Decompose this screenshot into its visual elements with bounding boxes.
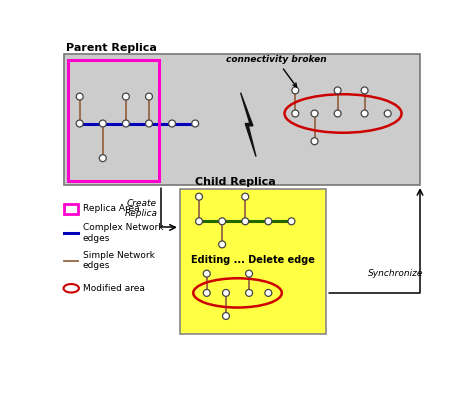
Text: Editing ... Delete edge: Editing ... Delete edge [191, 255, 315, 265]
Circle shape [222, 312, 229, 320]
Circle shape [76, 93, 83, 100]
Bar [180, 189, 326, 334]
Text: Complex Network
edges: Complex Network edges [83, 223, 163, 243]
Circle shape [191, 120, 199, 127]
Circle shape [334, 110, 341, 117]
Bar [64, 54, 420, 185]
Circle shape [242, 193, 249, 200]
Circle shape [203, 290, 210, 296]
Circle shape [169, 120, 175, 127]
Circle shape [361, 110, 368, 117]
Text: Synchronize: Synchronize [368, 268, 424, 277]
Text: Parent Replica: Parent Replica [66, 43, 157, 53]
Circle shape [76, 120, 83, 127]
Circle shape [246, 290, 253, 296]
Polygon shape [241, 93, 256, 157]
Text: Simple Network
edges: Simple Network edges [83, 251, 155, 270]
Text: Child Replica: Child Replica [195, 177, 276, 187]
Circle shape [292, 87, 299, 94]
Text: Create
Replica: Create Replica [125, 199, 158, 218]
Circle shape [265, 218, 272, 225]
Circle shape [146, 120, 153, 127]
Circle shape [288, 218, 295, 225]
Circle shape [361, 87, 368, 94]
Circle shape [292, 110, 299, 117]
Text: Replica Area: Replica Area [83, 204, 139, 214]
Circle shape [311, 110, 318, 117]
Bar [64, 204, 78, 214]
Circle shape [222, 290, 229, 296]
Circle shape [196, 218, 202, 225]
Circle shape [203, 270, 210, 277]
Circle shape [146, 93, 153, 100]
Text: Modified area: Modified area [83, 284, 145, 293]
Circle shape [122, 120, 129, 127]
Circle shape [219, 218, 226, 225]
Circle shape [265, 290, 272, 296]
Circle shape [384, 110, 391, 117]
Circle shape [219, 241, 226, 248]
Circle shape [100, 120, 106, 127]
Circle shape [334, 87, 341, 94]
Circle shape [246, 270, 253, 277]
Circle shape [311, 138, 318, 145]
Bar [68, 59, 159, 181]
Circle shape [242, 218, 249, 225]
Circle shape [122, 93, 129, 100]
Circle shape [100, 155, 106, 162]
Text: connectivity broken: connectivity broken [226, 55, 327, 87]
Circle shape [196, 193, 202, 200]
